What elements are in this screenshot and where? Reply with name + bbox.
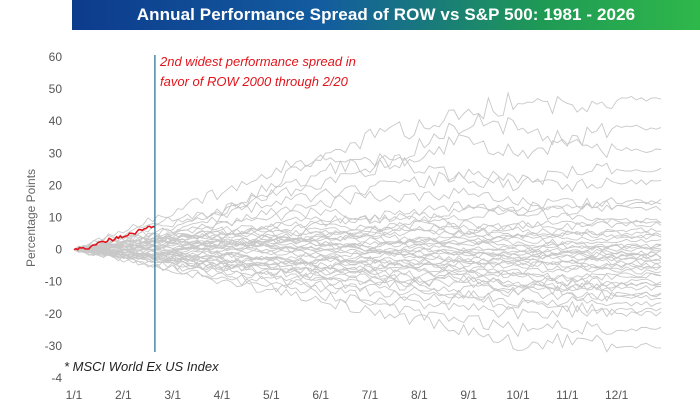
history-series-line [73,217,662,256]
history-series-line [73,197,662,251]
history-series-line [73,246,662,275]
history-series-line [73,239,662,253]
history-series-line [73,249,662,338]
y-tick-label: 20 [49,178,63,192]
history-series-line [73,247,662,302]
y-tick-label: 40 [49,114,63,128]
y-tick-label: 30 [49,146,63,160]
y-tick-label: 10 [49,211,63,225]
annotation-line-1: 2nd widest performance spread in [159,54,356,69]
y-tick-label: 0 [55,243,62,257]
history-series-line [73,134,662,251]
x-tick-label: 10/1 [506,388,530,402]
history-series-line [73,152,662,251]
y-axis-label: Percentage Points [24,169,38,267]
history-series-line [73,230,662,264]
history-series-line [73,249,662,316]
history-series-line [73,91,662,251]
history-series-line [73,227,662,252]
footnote: * MSCI World Ex US Index [64,359,219,374]
x-tick-label: 12/1 [605,388,629,402]
x-tick-label: 9/1 [460,388,477,402]
history-series-line [73,236,662,262]
history-series-line [73,237,662,271]
history-series-line [73,168,662,251]
history-series-line [73,249,662,310]
y-axis: 60 50 40 30 20 10 0 -10 -20 -30 -4 [45,50,63,385]
x-tick-label: 7/1 [362,388,379,402]
x-tick-label: 8/1 [411,388,428,402]
history-series-line [73,233,662,252]
y-tick-label: 60 [49,50,63,64]
x-tick-label: 3/1 [164,388,181,402]
highlight-series-group [73,225,156,251]
x-axis: 1/1 2/1 3/1 4/1 5/1 6/1 7/1 8/1 9/1 10/1 11/1 12/1 [66,388,629,402]
history-series-line [73,249,662,297]
x-tick-label: 11/1 [556,388,579,402]
x-tick-label: 6/1 [312,388,329,402]
annotation-line-2: favor of ROW 2000 through 2/20 [160,74,349,89]
history-series-line [73,237,662,251]
y-tick-label: -20 [45,307,63,321]
chart-title: Annual Performance Spread of ROW vs S&P … [136,5,636,24]
history-series-line [73,112,662,250]
history-series-line [73,220,662,255]
highlight-series-line [73,225,156,251]
history-series-line [73,218,662,250]
y-tick-label: -4 [51,371,62,385]
x-tick-label: 4/1 [214,388,231,402]
x-tick-label: 2/1 [115,388,132,402]
y-tick-label: -30 [45,339,63,353]
title-banner: Annual Performance Spread of ROW vs S&P … [72,0,700,30]
history-series-group [73,91,662,353]
history-series-line [73,247,662,288]
history-series-line [74,238,662,266]
history-series-line [73,240,662,282]
history-series-line [73,249,662,353]
y-tick-label: -10 [45,275,63,289]
y-tick-label: 50 [49,82,63,96]
x-tick-label: 5/1 [263,388,280,402]
x-tick-label: 1/1 [66,388,83,402]
